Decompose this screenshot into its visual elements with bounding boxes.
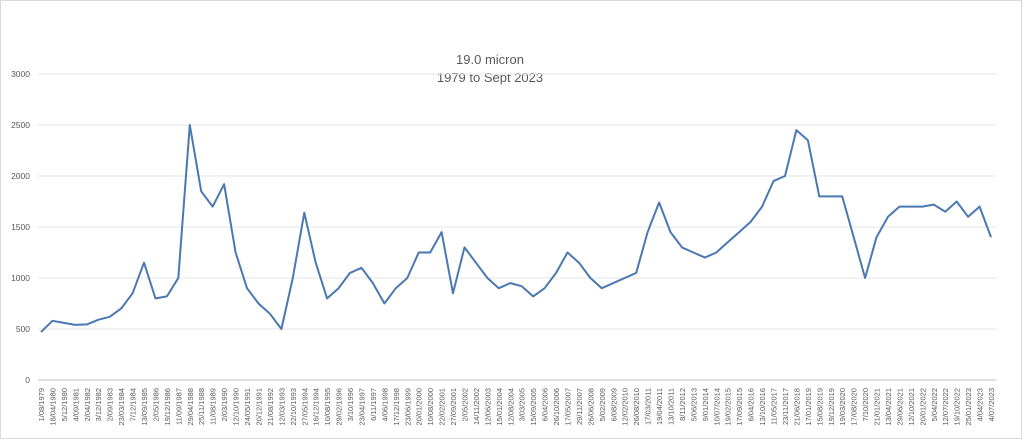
x-tick-label: 21/06/2018: [792, 388, 801, 426]
y-tick-label: 0: [25, 375, 30, 385]
x-tick-label: 12/10/2021: [907, 388, 916, 426]
x-tick-label: 17/03/2011: [644, 388, 653, 425]
y-tick-label: 2000: [11, 171, 30, 181]
x-tick-label: 21/01/2021: [873, 388, 882, 426]
x-tick-label: 21/08/1992: [266, 388, 275, 426]
x-tick-label: 15/08/2019: [815, 388, 824, 426]
x-tick-label: 6/04/2006: [541, 388, 550, 421]
x-tick-label: 7/12/1984: [129, 388, 138, 421]
x-tick-label: 23/04/1997: [357, 388, 366, 426]
x-tick-label: 20/01/2000: [415, 388, 424, 426]
x-tick-label: 29/02/1996: [335, 388, 344, 426]
x-tick-label: 23/06/1999: [403, 388, 412, 426]
x-tick-label: 10/08/1995: [323, 388, 332, 426]
x-tick-label: 19/12/1986: [163, 388, 172, 426]
x-tick-label: 23/03/1984: [117, 388, 126, 426]
x-tick-label: 5/06/2013: [689, 388, 698, 421]
x-tick-label: 12/06/2003: [483, 388, 492, 426]
x-tick-label: 13/10/2016: [758, 388, 767, 426]
y-tick-label: 500: [16, 324, 30, 334]
x-tick-label: 18/04/1980: [48, 388, 57, 426]
x-tick-label: 7/10/2020: [861, 388, 870, 421]
x-tick-label: 29/06/2021: [895, 388, 904, 426]
x-tick-label: 3/03/2005: [518, 388, 527, 421]
chart-title: 19.0 micron: [456, 52, 524, 67]
x-tick-label: 4/04/2023: [976, 388, 985, 421]
x-tick-label: 20/01/2022: [918, 388, 927, 426]
x-tick-label: 25/01/2023: [964, 388, 973, 426]
x-tick-label: 15/09/2005: [529, 388, 538, 426]
x-tick-label: 3/10/1996: [346, 388, 355, 421]
x-tick-label: 2/05/1986: [151, 388, 160, 421]
x-tick-label: 4/06/1998: [380, 388, 389, 421]
x-tick-label: 25/11/1988: [197, 388, 206, 425]
y-tick-label: 2500: [11, 120, 30, 130]
x-tick-label: 10/08/2000: [426, 388, 435, 426]
x-tick-label: 12/07/2022: [941, 388, 950, 426]
x-tick-label: 12/10/1990: [232, 388, 241, 426]
x-tick-label: 2/05/2002: [460, 388, 469, 421]
x-tick-label: 4/07/2023: [987, 388, 996, 421]
x-tick-label: 12/08/2004: [506, 388, 515, 426]
x-tick-label: 26/06/2008: [586, 388, 595, 426]
x-tick-label: 13/10/2011: [667, 388, 676, 425]
x-tick-label: 12/03/1993: [277, 388, 286, 426]
x-tick-label: 2/09/1983: [106, 388, 115, 421]
x-tick-label: 26/10/2006: [552, 388, 561, 426]
x-tick-label: 1/08/1979: [37, 388, 46, 421]
x-tick-label: 24/05/1991: [243, 388, 252, 426]
x-tick-label: 9/01/2014: [701, 388, 710, 421]
x-tick-label: 17/08/2020: [850, 388, 859, 426]
x-tick-label: 27/05/1994: [300, 388, 309, 426]
x-tick-label: 29/11/2007: [575, 388, 584, 425]
y-tick-label: 1000: [11, 273, 30, 283]
x-tick-label: 29/04/1988: [186, 388, 195, 426]
x-tick-label: 14/11/2002: [472, 388, 481, 425]
x-tick-label: 10/07/2014: [712, 388, 721, 426]
x-tick-label: 13/09/1985: [140, 388, 149, 426]
x-tick-label: 3/12/1982: [94, 388, 103, 421]
x-tick-label: 22/10/1993: [289, 388, 298, 426]
x-tick-label: 17/05/2007: [564, 388, 573, 426]
x-tick-label: 6/04/2016: [747, 388, 756, 421]
x-tick-label: 6/11/1997: [369, 388, 378, 421]
x-tick-label: 19/12/2019: [827, 388, 836, 426]
x-tick-label: 19/04/2011: [655, 388, 664, 425]
x-tick-label: 6/08/2009: [609, 388, 618, 421]
x-tick-label: 19/02/2015: [724, 388, 733, 426]
x-tick-label: 2/03/1990: [220, 388, 229, 421]
x-tick-label: 17/01/2019: [804, 388, 813, 426]
x-tick-label: 26/08/2010: [632, 388, 641, 426]
x-tick-label: 8/11/2012: [678, 388, 687, 421]
x-tick-label: 13/04/2021: [884, 388, 893, 426]
series-line: [40, 124, 992, 333]
y-tick-label: 1500: [11, 222, 30, 232]
x-tick-label: 19/03/2020: [838, 388, 847, 426]
x-tick-label: 11/09/1987: [174, 388, 183, 425]
x-tick-label: 19/10/2022: [953, 388, 962, 426]
y-tick-label: 3000: [11, 69, 30, 79]
x-tick-label: 17/12/1998: [392, 388, 401, 426]
x-tick-label: 22/02/2001: [438, 388, 447, 426]
x-tick-label: 20/12/1991: [254, 388, 263, 426]
x-tick-label: 11/05/2017: [770, 388, 779, 425]
x-tick-label: 5/02/2009: [598, 388, 607, 421]
x-tick-label: 5/12/1980: [60, 388, 69, 421]
x-tick-label: 16/12/1994: [312, 388, 321, 426]
x-tick-label: 27/09/2001: [449, 388, 458, 426]
x-tick-label: 12/02/2010: [621, 388, 630, 426]
x-tick-label: 17/09/2015: [735, 388, 744, 426]
x-tick-label: 11/08/1989: [209, 388, 218, 425]
x-tick-label: 15/01/2004: [495, 388, 504, 426]
x-tick-label: 5/04/2022: [930, 388, 939, 421]
x-tick-label: 4/09/1981: [71, 388, 80, 421]
x-tick-label: 23/11/2017: [781, 388, 790, 425]
x-tick-label: 2/04/1982: [83, 388, 92, 421]
